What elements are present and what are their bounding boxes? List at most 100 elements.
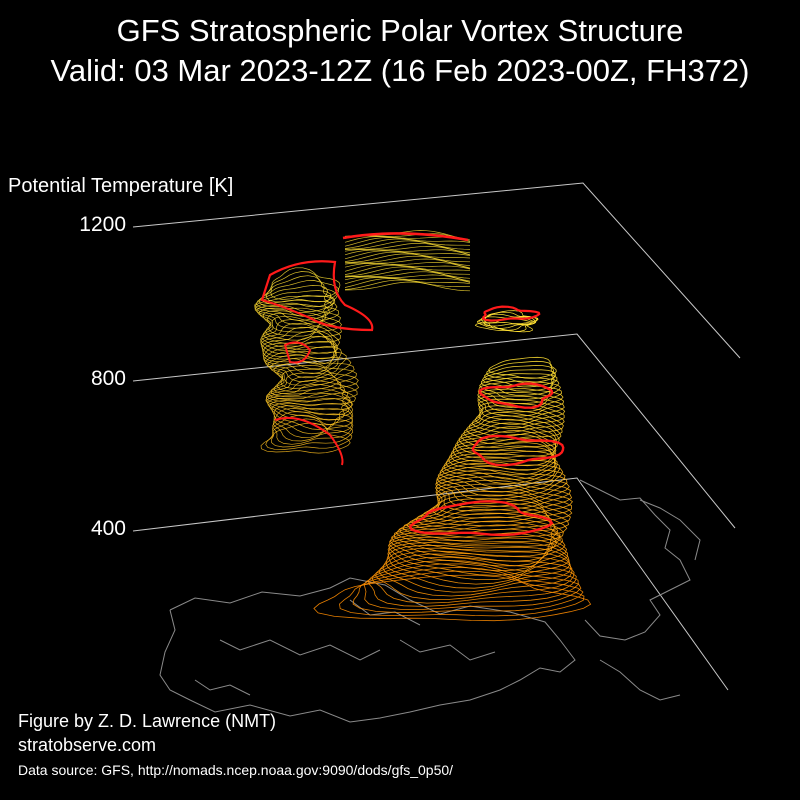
upper-lobe-layer [265, 384, 349, 416]
upper-lobe-layer [273, 361, 357, 392]
vortex-contour-layer [435, 469, 568, 505]
coastline [219, 639, 381, 661]
coastline [579, 479, 691, 641]
vortex-contour-layer [437, 462, 564, 497]
upper-lobe-layer [259, 307, 341, 337]
z-tick-label: 800 [90, 367, 126, 390]
fragment-layer [480, 316, 537, 331]
upper-lobe-layer [265, 351, 347, 382]
vortex-contour-layer [387, 537, 569, 580]
vortex-contour-layer [313, 574, 592, 622]
upper-arc-edge [342, 232, 469, 242]
chart-title: GFS Stratospheric Polar Vortex Structure [116, 13, 684, 48]
upper-arc-layer [344, 249, 471, 256]
z-tick-label: 400 [90, 517, 126, 540]
vortex-contour-layer [371, 556, 577, 604]
vortex-contour-layer [458, 422, 558, 452]
upper-lobe-edge [260, 260, 374, 332]
coastline [639, 499, 701, 561]
upper-arc-layer [344, 242, 471, 254]
vortex-contour-layer [465, 411, 563, 441]
upper-lobe-layer [265, 380, 354, 410]
upper-lobe-layer [263, 346, 342, 379]
upper-arc-layer [345, 268, 471, 279]
vortex-contour-layer [481, 373, 558, 396]
upper-lobe-layer [260, 326, 336, 360]
upper-lobe-layer [267, 354, 352, 386]
upper-arc-layer [344, 279, 471, 290]
upper-arc-layer [344, 281, 471, 292]
upper-lobe-layer [256, 303, 340, 333]
vortex-contour-layer [395, 512, 558, 552]
vortex-contour-layer [488, 356, 557, 379]
vortex-contour-layer [415, 494, 572, 531]
upper-lobe-layer [270, 267, 341, 300]
z-axis-label: Potential Temperature [K] [8, 175, 234, 197]
vortex-contour-layer [406, 501, 568, 539]
vortex-contour-layer [477, 398, 566, 425]
axis-guide-line [132, 333, 736, 529]
vortex-contour-layer [367, 559, 579, 607]
upper-arc-layer [344, 250, 471, 260]
vortex-contour-layer [382, 547, 572, 593]
upper-arc-layer [344, 253, 471, 264]
vortex-isosurfaces [254, 230, 592, 622]
vortex-contour-layer [387, 542, 570, 585]
upper-arc-layer [344, 277, 471, 285]
credit-author: Figure by Z. D. Lawrence (NMT) [18, 711, 277, 731]
axis-guide-line [132, 477, 729, 691]
coastline [159, 577, 576, 723]
vortex-contour-layer [420, 490, 573, 527]
upper-arc-layer [344, 255, 471, 267]
credit-website: stratobserve.com [18, 735, 157, 755]
vortex-contour-layer [454, 429, 557, 462]
vortex-contour-layer [435, 472, 570, 508]
fragment-layer [474, 318, 533, 333]
vortex-contour-layer [435, 476, 571, 512]
vortex-contour-layer [398, 508, 561, 547]
vortex-contour-layer [479, 376, 560, 400]
vortex-contour-layer [363, 563, 582, 610]
vortex-edge-contour [478, 382, 554, 409]
coastline [399, 639, 496, 661]
vortex-contour-layer [391, 520, 561, 562]
upper-lobe-layer [271, 414, 354, 448]
vortex-contour-layer [339, 570, 585, 617]
vortex-contour-layer [388, 533, 568, 576]
upper-lobe-layer [265, 418, 353, 450]
coastline-map [159, 479, 701, 723]
vortex-contour-layer [445, 446, 556, 480]
upper-arc-layer [344, 266, 471, 277]
upper-lobe-layer [269, 357, 355, 389]
upper-lobe-edge [283, 341, 312, 364]
vortex-contour-layer [448, 442, 557, 476]
vortex-contour-layer [481, 369, 556, 392]
vortex-contour-layer [352, 566, 584, 614]
upper-lobe-layer [265, 271, 339, 303]
vortex-contour-layer [393, 516, 559, 557]
upper-lobe-layer [255, 285, 333, 317]
upper-lobe-layer [267, 393, 353, 426]
axis-guide-line [132, 182, 741, 359]
data-source-note: Data source: GFS, http://nomads.ncep.noa… [18, 762, 454, 778]
fragment-layer [478, 310, 539, 324]
upper-lobe-layer [272, 411, 354, 445]
upper-arc-layer [344, 240, 471, 250]
vortex-contour-layer [386, 544, 571, 589]
coastline [194, 679, 251, 696]
upper-lobe-layer [254, 299, 338, 329]
upper-arc-layer [344, 278, 471, 288]
upper-lobe-layer [261, 315, 341, 348]
upper-lobe-layer [266, 376, 357, 406]
fragment-edge [481, 305, 541, 322]
upper-arc-layer [344, 262, 471, 269]
upper-lobe-layer [268, 372, 358, 402]
vortex-contour-layer [389, 528, 566, 572]
vortex-contour-layer [486, 360, 556, 384]
upper-arc-layer [344, 264, 471, 275]
upper-arc-layer [344, 274, 471, 283]
vortex-edge-contour [408, 500, 554, 537]
vortex-contour-layer [477, 391, 565, 417]
coastline [599, 659, 681, 701]
vortex-edge-contour [471, 434, 565, 467]
